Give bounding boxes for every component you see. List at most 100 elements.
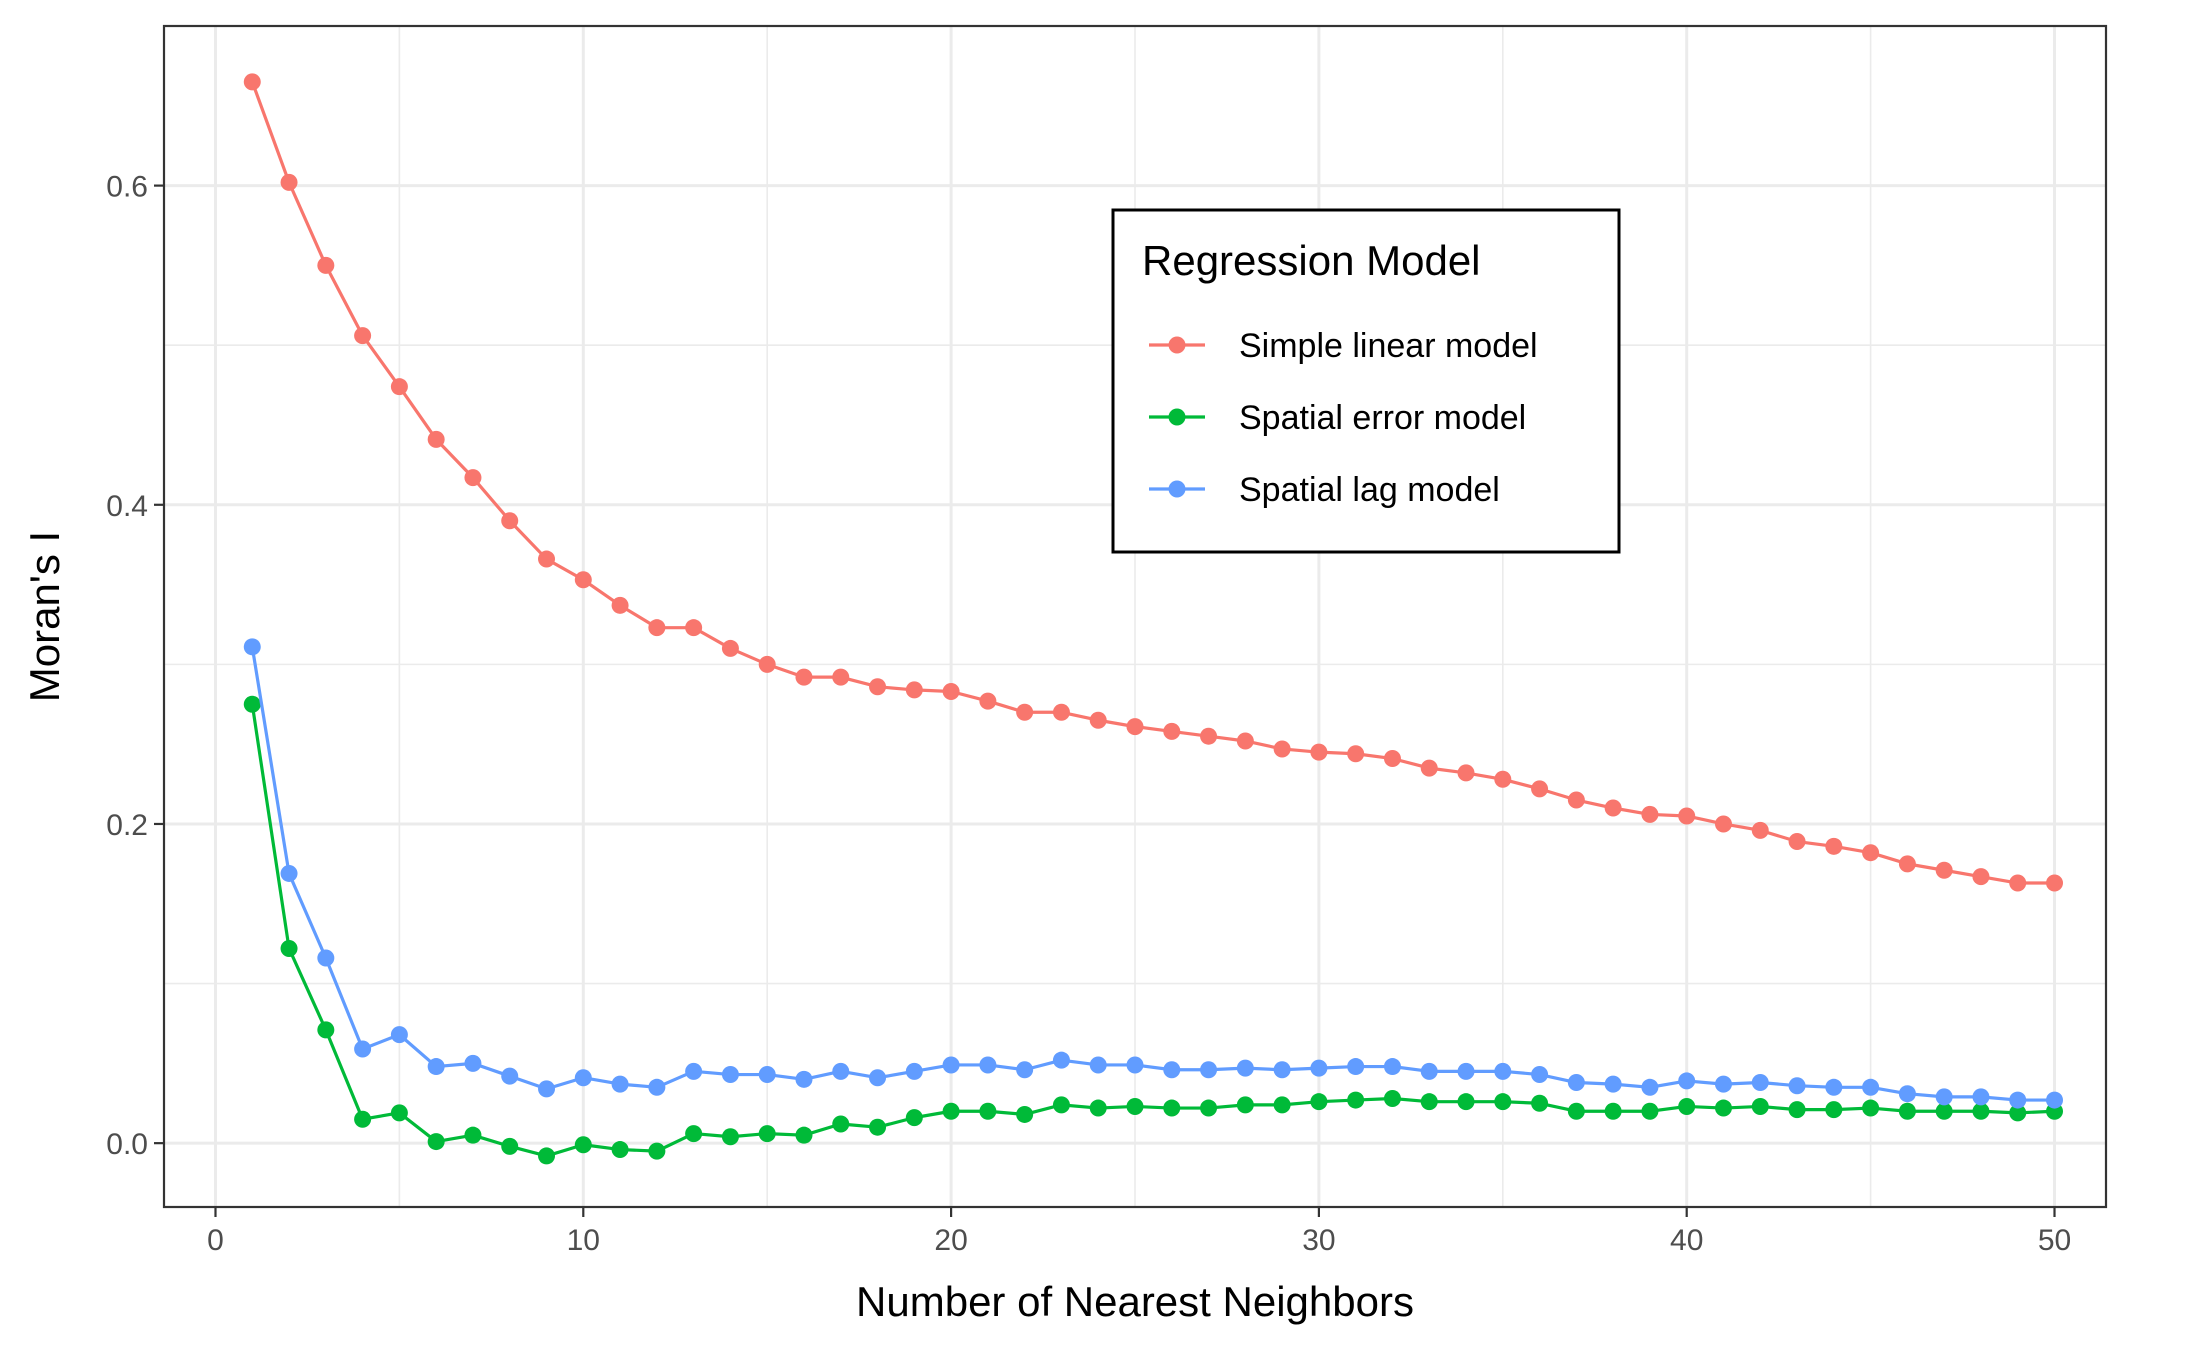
data-point: [1751, 1074, 1769, 1092]
data-point: [2009, 1104, 2027, 1122]
data-point: [1420, 1062, 1438, 1080]
series-2: [243, 695, 2064, 1165]
legend-label: Simple linear model: [1239, 327, 1538, 365]
data-point: [354, 1040, 372, 1058]
series-layer: [243, 73, 2064, 1165]
x-tick-label: 0: [207, 1224, 224, 1257]
data-point: [390, 1026, 408, 1044]
data-point: [1825, 837, 1843, 855]
data-point: [1494, 1062, 1512, 1080]
data-point: [243, 695, 261, 713]
data-point: [1604, 1075, 1622, 1093]
data-point: [354, 1110, 372, 1128]
data-point: [1751, 821, 1769, 839]
data-point: [611, 1075, 629, 1093]
data-point: [869, 678, 887, 696]
data-point: [869, 1118, 887, 1136]
data-point: [2009, 874, 2027, 892]
data-point: [1383, 750, 1401, 768]
data-point: [648, 619, 666, 637]
data-point: [501, 1137, 519, 1155]
data-point: [721, 1066, 739, 1084]
data-point: [1862, 1078, 1880, 1096]
data-point: [832, 1115, 850, 1133]
data-point: [1420, 1093, 1438, 1111]
data-point: [1567, 791, 1585, 809]
data-point: [1347, 745, 1365, 763]
data-point: [574, 1136, 592, 1154]
data-point: [1714, 1099, 1732, 1117]
data-point: [1531, 1066, 1549, 1084]
data-point: [1052, 1096, 1070, 1114]
data-point: [2046, 874, 2064, 892]
data-point: [1788, 833, 1806, 851]
data-point: [1862, 844, 1880, 862]
data-point: [280, 173, 298, 191]
data-point: [721, 639, 739, 657]
data-point: [611, 1141, 629, 1159]
y-tick-label: 0.2: [106, 809, 148, 842]
data-point: [1347, 1058, 1365, 1076]
x-tick-label: 30: [1302, 1224, 1335, 1257]
data-point: [979, 692, 997, 710]
data-point: [1567, 1074, 1585, 1092]
data-point: [574, 1069, 592, 1087]
data-point: [427, 1133, 445, 1151]
x-tick-label: 10: [567, 1224, 600, 1257]
data-point: [1972, 1102, 1990, 1120]
data-point: [1016, 1105, 1034, 1123]
data-point: [1641, 1078, 1659, 1096]
data-point: [1310, 743, 1328, 761]
data-point: [979, 1056, 997, 1074]
data-point: [1163, 722, 1181, 740]
data-point: [1457, 764, 1475, 782]
data-point: [1678, 1072, 1696, 1090]
data-point: [1200, 1099, 1218, 1117]
y-axis-ticks: 0.0 0.2 0.4 0.6: [106, 171, 164, 1161]
x-tick-label: 50: [2038, 1224, 2071, 1257]
data-point: [1052, 1051, 1070, 1069]
data-point: [317, 1021, 335, 1039]
data-point: [243, 73, 261, 91]
data-point: [1347, 1091, 1365, 1109]
data-point: [795, 668, 813, 686]
x-tick-label: 20: [934, 1224, 967, 1257]
data-point: [1163, 1099, 1181, 1117]
data-point: [1751, 1097, 1769, 1115]
data-point: [1788, 1077, 1806, 1095]
data-point: [685, 619, 703, 637]
data-point: [427, 430, 445, 448]
data-point: [1016, 1061, 1034, 1079]
data-point: [1567, 1102, 1585, 1120]
series-3: [243, 638, 2064, 1109]
data-point: [1126, 1056, 1144, 1074]
data-point: [2009, 1091, 2027, 1109]
data-point: [538, 1147, 556, 1165]
data-point: [869, 1069, 887, 1087]
data-point: [1273, 740, 1291, 758]
data-point: [1825, 1101, 1843, 1119]
data-point: [1935, 1102, 1953, 1120]
data-point: [648, 1142, 666, 1160]
data-point: [1126, 1097, 1144, 1115]
y-tick-label: 0.4: [106, 490, 148, 523]
data-point: [1310, 1059, 1328, 1077]
data-point: [1604, 1102, 1622, 1120]
data-point: [979, 1102, 997, 1120]
data-point: [1089, 711, 1107, 729]
legend-box: [1111, 208, 1621, 554]
y-tick-label: 0.0: [106, 1128, 148, 1161]
legend-title: Regression Model: [1142, 237, 1481, 284]
data-point: [317, 949, 335, 967]
data-point: [317, 256, 335, 274]
data-point: [1089, 1056, 1107, 1074]
y-tick-label: 0.6: [106, 171, 148, 204]
data-point: [1126, 718, 1144, 736]
data-point: [1163, 1061, 1181, 1079]
data-point: [1678, 1097, 1696, 1115]
data-point: [243, 638, 261, 656]
data-point: [685, 1125, 703, 1143]
data-point: [905, 1109, 923, 1127]
data-point: [1972, 1088, 1990, 1106]
